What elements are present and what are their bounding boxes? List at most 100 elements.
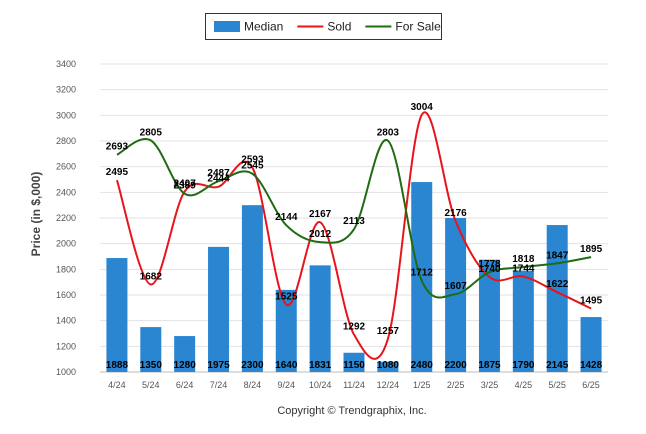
legend-label-for-sale: For Sale bbox=[395, 20, 441, 34]
legend-swatch-median bbox=[214, 21, 240, 32]
sold-value-label: 1257 bbox=[377, 326, 400, 337]
x-tick-label: 7/24 bbox=[210, 380, 228, 390]
sold-value-label: 3004 bbox=[411, 102, 434, 113]
data-labels: 1888 1350 1280 1975 2300 1640 1831 1150 1080 2480… bbox=[106, 102, 603, 371]
sold-value-label: 1744 bbox=[512, 264, 535, 275]
x-tick-label: 5/25 bbox=[548, 380, 566, 390]
x-tick-label: 8/24 bbox=[244, 380, 262, 390]
median-value-label: 1150 bbox=[343, 360, 365, 371]
median-bar bbox=[174, 336, 196, 372]
median-value-label: 1080 bbox=[377, 360, 400, 371]
for-sale-value-label: 1778 bbox=[478, 259, 501, 270]
median-value-label: 1280 bbox=[174, 360, 197, 371]
median-bar bbox=[275, 289, 297, 372]
x-tick-label: 4/25 bbox=[515, 380, 533, 390]
y-tick-label: 1800 bbox=[56, 264, 76, 274]
median-value-label: 1875 bbox=[478, 360, 501, 371]
x-tick-label: 9/24 bbox=[278, 380, 296, 390]
sold-value-label: 2444 bbox=[207, 174, 230, 185]
median-value-label: 1350 bbox=[140, 360, 163, 371]
median-bar bbox=[411, 182, 433, 372]
for-sale-value-label: 2012 bbox=[309, 229, 332, 240]
x-tick-label: 10/24 bbox=[309, 380, 332, 390]
for-sale-value-label: 2693 bbox=[106, 142, 129, 153]
for-sale-value-label: 2113 bbox=[343, 216, 365, 227]
for-sale-value-label: 2805 bbox=[140, 127, 163, 138]
for-sale-value-label: 2487 bbox=[207, 168, 230, 179]
legend-label-sold: Sold bbox=[327, 20, 351, 34]
for-sale-value-label: 1712 bbox=[411, 268, 434, 279]
y-tick-label: 1400 bbox=[56, 316, 76, 326]
sold-value-label: 1495 bbox=[580, 295, 603, 306]
median-bar bbox=[478, 259, 500, 372]
x-tick-label: 4/24 bbox=[108, 380, 126, 390]
y-axis-label: Price (in $,000) bbox=[29, 172, 43, 257]
y-tick-label: 3200 bbox=[56, 85, 76, 95]
for-sale-value-label: 2389 bbox=[174, 181, 197, 192]
series-lines bbox=[115, 111, 592, 360]
sold-value-label: 2593 bbox=[241, 155, 264, 166]
sold-value-label: 1740 bbox=[478, 264, 501, 275]
median-value-label: 1888 bbox=[106, 360, 129, 371]
median-value-label: 2480 bbox=[411, 360, 434, 371]
x-tick-label: 12/24 bbox=[377, 380, 400, 390]
x-tick-label: 2/25 bbox=[447, 380, 465, 390]
y-tick-label: 1600 bbox=[56, 290, 76, 300]
y-tick-label: 2800 bbox=[56, 136, 76, 146]
x-tick-label: 6/25 bbox=[582, 380, 600, 390]
x-tick-label: 1/25 bbox=[413, 380, 431, 390]
y-tick-label: 2600 bbox=[56, 162, 76, 172]
median-bar bbox=[208, 246, 230, 372]
median-value-label: 1428 bbox=[580, 360, 603, 371]
median-bar bbox=[343, 352, 365, 372]
median-value-label: 1790 bbox=[512, 360, 535, 371]
median-bar bbox=[546, 225, 568, 372]
for-sale-value-label: 2545 bbox=[241, 161, 264, 172]
median-bar bbox=[580, 317, 602, 372]
y-tick-label: 2400 bbox=[56, 187, 76, 197]
sold-line bbox=[115, 111, 592, 360]
median-value-label: 1831 bbox=[309, 360, 332, 371]
median-value-label: 2300 bbox=[241, 360, 264, 371]
median-bar bbox=[377, 361, 399, 372]
x-tick-label: 5/24 bbox=[142, 380, 160, 390]
for-sale-value-label: 2803 bbox=[377, 128, 400, 139]
x-tick-label: 11/24 bbox=[343, 380, 365, 390]
for-sale-value-label: 1818 bbox=[512, 254, 535, 265]
sold-value-label: 2407 bbox=[174, 178, 197, 189]
median-value-label: 2145 bbox=[546, 360, 569, 371]
chart-legend: Median Sold For Sale bbox=[205, 13, 442, 40]
for-sale-value-label: 2144 bbox=[275, 212, 298, 223]
x-tick-label: 3/25 bbox=[481, 380, 499, 390]
for-sale-value-label: 1607 bbox=[444, 281, 467, 292]
median-bars bbox=[106, 182, 602, 372]
y-tick-label: 3400 bbox=[56, 59, 76, 69]
y-tick-label: 1200 bbox=[56, 341, 76, 351]
sold-value-label: 1292 bbox=[343, 322, 366, 333]
sold-value-label: 2176 bbox=[444, 208, 467, 219]
for-sale-value-label: 1847 bbox=[546, 250, 569, 261]
legend-box bbox=[205, 13, 442, 40]
median-value-label: 1640 bbox=[275, 360, 298, 371]
median-bar bbox=[309, 265, 331, 372]
sold-value-label: 1682 bbox=[140, 271, 163, 282]
median-bar bbox=[140, 327, 162, 372]
y-tick-label: 3000 bbox=[56, 110, 76, 120]
sold-value-label: 1622 bbox=[546, 279, 569, 290]
y-axis-ticks: 1000 1200 1400 1600 1800 2000 2200 2400 2600 2800… bbox=[56, 59, 76, 377]
sold-value-label: 2495 bbox=[106, 167, 129, 178]
median-bar bbox=[512, 270, 534, 372]
legend-label-median: Median bbox=[244, 20, 283, 34]
median-bar bbox=[106, 258, 128, 372]
y-tick-label: 2000 bbox=[56, 239, 76, 249]
y-tick-label: 1000 bbox=[56, 367, 76, 377]
copyright-text: Copyright © Trendgraphix, Inc. bbox=[277, 405, 426, 417]
for-sale-value-label: 1895 bbox=[580, 244, 603, 255]
for-sale-line bbox=[116, 138, 592, 299]
y-tick-label: 2200 bbox=[56, 213, 76, 223]
sold-value-label: 1525 bbox=[275, 292, 298, 303]
median-value-label: 1975 bbox=[207, 360, 230, 371]
median-bar bbox=[241, 205, 263, 372]
x-tick-label: 6/24 bbox=[176, 380, 194, 390]
